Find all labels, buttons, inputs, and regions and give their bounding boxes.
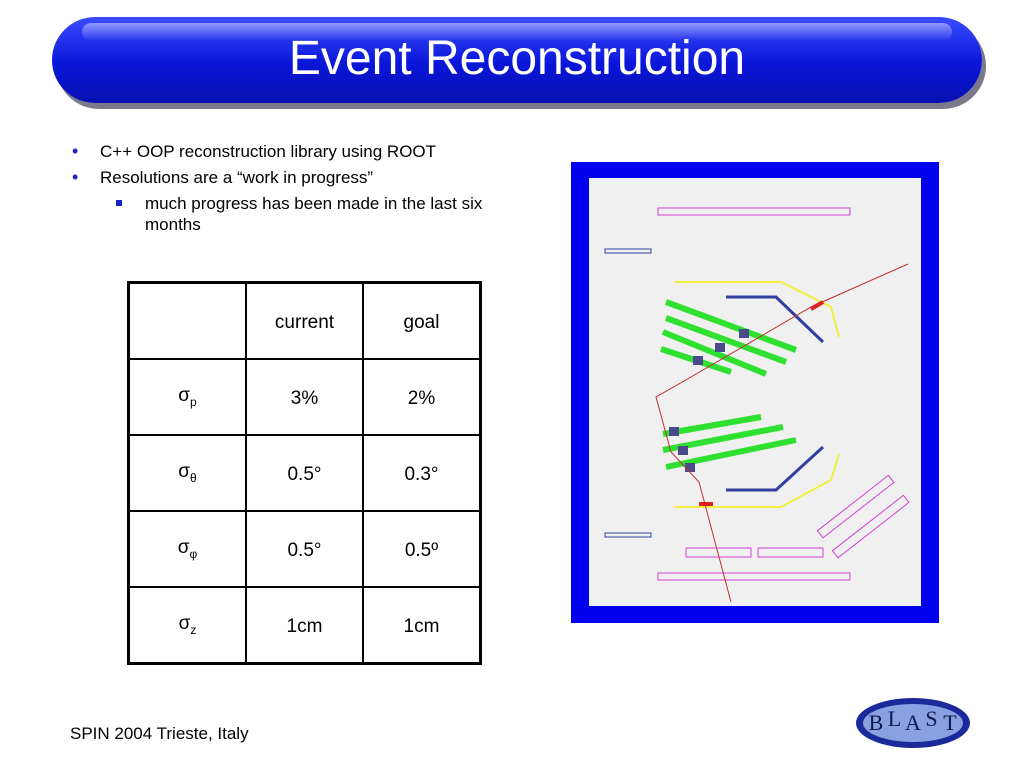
symbol: σ bbox=[177, 537, 190, 559]
value-cell: 0.5° bbox=[245, 434, 364, 512]
bullet: Resolutions are a “work in progress” bbox=[72, 167, 532, 188]
logo-inner bbox=[863, 704, 963, 742]
detector bbox=[675, 281, 840, 338]
detector bbox=[685, 547, 752, 558]
logo-letter: B bbox=[869, 710, 884, 735]
table-row: σz 1cm 1cm bbox=[127, 586, 482, 665]
empty-cell bbox=[127, 281, 247, 360]
banner-highlight bbox=[82, 23, 952, 41]
subscript: p bbox=[190, 394, 197, 409]
hit bbox=[809, 300, 825, 311]
symbol-cell: σφ bbox=[127, 510, 247, 588]
header-cell: current bbox=[245, 281, 364, 360]
detector bbox=[726, 295, 825, 344]
detector bbox=[757, 547, 824, 558]
vertices bbox=[669, 329, 749, 472]
title-banner bbox=[52, 17, 982, 103]
detector bbox=[604, 532, 652, 538]
detector-diagram bbox=[571, 162, 939, 623]
header-cell: goal bbox=[362, 281, 482, 360]
detector bbox=[657, 572, 851, 581]
logo-letter: S bbox=[925, 706, 937, 731]
event-display bbox=[589, 178, 921, 606]
symbol: σ bbox=[178, 461, 191, 483]
logo-letter: L bbox=[888, 706, 901, 731]
symbol-cell: σz bbox=[127, 586, 247, 665]
table-row: σφ 0.5° 0.5º bbox=[127, 510, 482, 588]
detector bbox=[657, 207, 851, 216]
bullet-list: C++ OOP reconstruction library using ROO… bbox=[72, 141, 532, 235]
bullet: C++ OOP reconstruction library using ROO… bbox=[72, 141, 532, 162]
table-row: σθ 0.5° 0.3° bbox=[127, 434, 482, 512]
subscript: θ bbox=[190, 470, 197, 485]
footer: SPIN 2004 Trieste, Italy bbox=[70, 724, 249, 743]
slide-title: Event Reconstruction bbox=[288, 32, 746, 85]
logo-letter: T bbox=[943, 710, 957, 735]
symbol: σ bbox=[178, 385, 191, 407]
value-cell: 0.3° bbox=[362, 434, 482, 512]
wire-chambers bbox=[660, 299, 798, 470]
value-cell: 1cm bbox=[245, 586, 364, 665]
value-cell: 0.5° bbox=[245, 510, 364, 588]
symbol-cell: σp bbox=[127, 358, 247, 436]
value-cell: 2% bbox=[362, 358, 482, 436]
table-row: σp 3% 2% bbox=[127, 358, 482, 436]
value-cell: 0.5º bbox=[362, 510, 482, 588]
symbol: σ bbox=[178, 613, 191, 635]
detector bbox=[726, 445, 825, 492]
symbol-cell: σθ bbox=[127, 434, 247, 512]
detector bbox=[604, 248, 652, 254]
detector bbox=[675, 453, 840, 508]
detector bbox=[831, 494, 910, 559]
detector bbox=[816, 474, 895, 539]
subscript: φ bbox=[189, 546, 198, 561]
table-body: σp 3% 2% σθ 0.5° 0.3° σφ 0.5° 0.5º σz 1cm 1cm bbox=[127, 358, 482, 665]
value-cell: 1cm bbox=[362, 586, 482, 665]
sub-bullet: much progress has been made in the last … bbox=[72, 193, 532, 235]
subscript: z bbox=[190, 622, 197, 637]
resolution-table: current goal σp 3% 2% σθ 0.5° 0.3° σφ 0.5° 0.5º σ… bbox=[127, 281, 482, 665]
logo-letter: A bbox=[905, 710, 921, 735]
value-cell: 3% bbox=[245, 358, 364, 436]
